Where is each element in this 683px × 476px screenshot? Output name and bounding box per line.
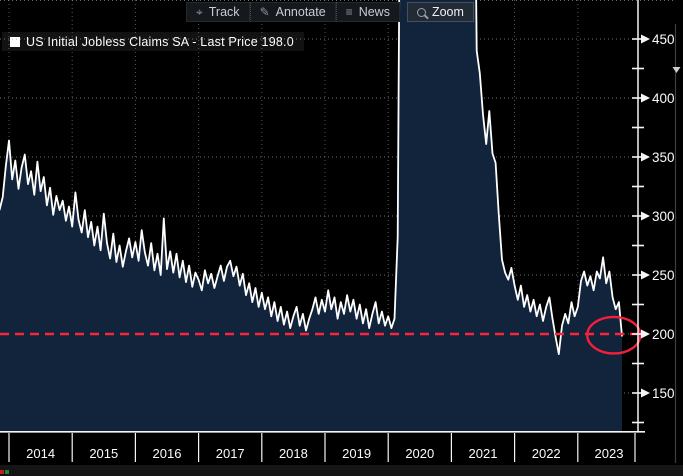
y-axis-label: 450 xyxy=(652,32,675,47)
chart-toolbar: ⌖ Track ✎ Annotate ≡ News Zoom xyxy=(186,2,474,22)
y-axis-label: 250 xyxy=(652,268,675,283)
taskbar-red-dot xyxy=(0,470,4,474)
news-icon: ≡ xyxy=(345,5,353,19)
x-axis-label: 2022 xyxy=(532,446,561,461)
taskbar-green-dot xyxy=(5,470,9,474)
x-axis-label: 2016 xyxy=(153,446,182,461)
y-tick-arrow-icon xyxy=(641,211,650,221)
annotate-button-label: Annotate xyxy=(275,5,326,19)
legend: US Initial Jobless Claims SA - Last Pric… xyxy=(2,32,304,51)
y-axis-label: 300 xyxy=(652,209,675,224)
news-button-label: News xyxy=(358,5,390,19)
chart-canvas[interactable]: 450 400 350 300 250 200 150 2014 2015 2016 2017 201… xyxy=(0,0,683,465)
legend-label: US Initial Jobless Claims SA - Last Pric… xyxy=(26,34,294,49)
series-area xyxy=(0,0,622,431)
annotation-ellipse[interactable] xyxy=(586,315,642,355)
legend-swatch xyxy=(10,36,20,47)
track-button[interactable]: ⌖ Track xyxy=(186,2,250,22)
y-tick-arrow-icon xyxy=(641,152,650,162)
x-axis-label: 2020 xyxy=(405,446,434,461)
y-tick-arrow-icon xyxy=(641,388,650,398)
y-tick-arrow-icon xyxy=(641,93,650,103)
y-axis-label: 200 xyxy=(652,327,675,342)
annotate-icon: ✎ xyxy=(259,5,270,19)
zoom-button[interactable]: Zoom xyxy=(406,2,474,22)
zoom-button-label: Zoom xyxy=(431,5,464,19)
bottom-panel-strip xyxy=(0,465,683,476)
x-axis-label: 2019 xyxy=(342,446,371,461)
y-axis-label: 400 xyxy=(652,91,675,106)
zoom-icon xyxy=(416,7,426,17)
x-axis-label: 2015 xyxy=(89,446,118,461)
y-axis-label: 150 xyxy=(652,386,675,401)
annotate-button[interactable]: ✎ Annotate xyxy=(249,2,336,22)
x-axis-label: 2021 xyxy=(469,446,498,461)
track-icon: ⌖ xyxy=(196,5,203,19)
y-axis-label: 350 xyxy=(652,150,675,165)
x-axis-label: 2018 xyxy=(279,446,308,461)
x-axis-label: 2014 xyxy=(26,446,55,461)
y-tick-arrow-icon xyxy=(641,329,650,339)
x-axis-label: 2017 xyxy=(216,446,245,461)
news-button[interactable]: ≡ News xyxy=(335,2,400,22)
y-tick-arrow-icon xyxy=(641,34,650,44)
scroll-down-arrow-icon[interactable] xyxy=(672,67,681,73)
y-tick-arrow-icon xyxy=(641,270,650,280)
x-axis-label: 2023 xyxy=(595,446,624,461)
series-line xyxy=(0,0,623,355)
track-button-label: Track xyxy=(208,5,240,19)
